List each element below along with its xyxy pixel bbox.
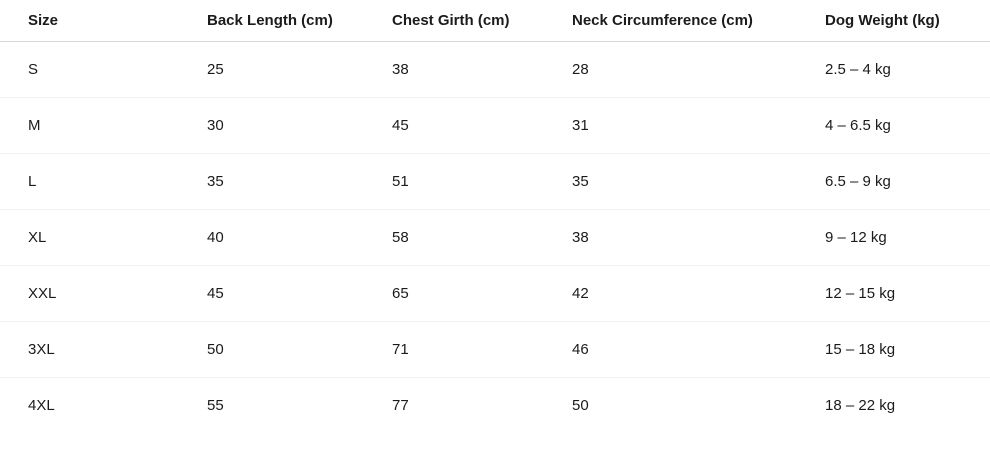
table-row: 3XL 50 71 46 15 – 18 kg [0, 321, 990, 377]
dog-weight-cell: 4 – 6.5 kg [825, 116, 891, 134]
dog-weight-cell: 6.5 – 9 kg [825, 172, 891, 190]
back-length-cell: 30 [207, 116, 224, 134]
back-length-cell: 35 [207, 172, 224, 190]
neck-circumference-cell: 35 [572, 172, 589, 190]
back-length-cell: 25 [207, 60, 224, 78]
table-row: 4XL 55 77 50 18 – 22 kg [0, 377, 990, 433]
dog-weight-cell: 15 – 18 kg [825, 340, 896, 358]
dog-weight-cell: 2.5 – 4 kg [825, 60, 891, 78]
chest-girth-cell: 71 [392, 340, 409, 358]
neck-circumference-cell: 38 [572, 228, 589, 246]
table-row: S 25 38 28 2.5 – 4 kg [0, 41, 990, 97]
table-row: L 35 51 35 6.5 – 9 kg [0, 153, 990, 209]
size-cell: 4XL [28, 396, 55, 414]
neck-circumference-cell: 50 [572, 396, 589, 414]
chest-girth-cell: 58 [392, 228, 409, 246]
chest-girth-cell: 65 [392, 284, 409, 302]
column-header-size: Size [0, 0, 207, 42]
size-cell: S [28, 60, 39, 78]
back-length-cell: 40 [207, 228, 224, 246]
size-cell: M [28, 116, 41, 134]
chest-girth-cell: 38 [392, 60, 409, 78]
column-header-dog-weight: Dog Weight (kg) [825, 0, 990, 42]
header-row: Size Back Length (cm) Chest Girth (cm) N… [0, 0, 990, 42]
size-cell: XL [28, 228, 47, 246]
dog-size-chart-table: Size Back Length (cm) Chest Girth (cm) N… [0, 0, 990, 433]
chest-girth-cell: 77 [392, 396, 409, 414]
column-header-back-length: Back Length (cm) [207, 0, 392, 42]
size-cell: L [28, 172, 37, 190]
dog-weight-cell: 18 – 22 kg [825, 396, 896, 414]
table-row: XL 40 58 38 9 – 12 kg [0, 209, 990, 265]
dog-weight-cell: 12 – 15 kg [825, 284, 896, 302]
column-header-neck-circumference: Neck Circumference (cm) [572, 0, 825, 42]
chest-girth-cell: 51 [392, 172, 409, 190]
chest-girth-cell: 45 [392, 116, 409, 134]
table-row: M 30 45 31 4 – 6.5 kg [0, 97, 990, 153]
neck-circumference-cell: 42 [572, 284, 589, 302]
size-cell: XXL [28, 284, 57, 302]
back-length-cell: 45 [207, 284, 224, 302]
size-cell: 3XL [28, 340, 55, 358]
back-length-cell: 50 [207, 340, 224, 358]
neck-circumference-cell: 31 [572, 116, 589, 134]
neck-circumference-cell: 28 [572, 60, 589, 78]
back-length-cell: 55 [207, 396, 224, 414]
table-body: S 25 38 28 2.5 – 4 kg M 30 45 31 4 – 6.5… [0, 41, 990, 433]
table-row: XXL 45 65 42 12 – 15 kg [0, 265, 990, 321]
column-header-chest-girth: Chest Girth (cm) [392, 0, 572, 42]
neck-circumference-cell: 46 [572, 340, 589, 358]
dog-weight-cell: 9 – 12 kg [825, 228, 887, 246]
